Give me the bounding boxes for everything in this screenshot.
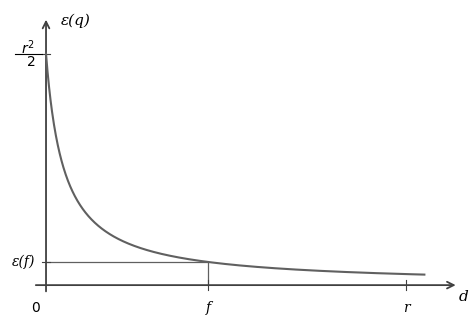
Text: f: f [206,301,211,315]
Text: d: d [458,290,468,304]
Text: $r^2$
$2$: $r^2$ $2$ [21,38,35,69]
Text: 0: 0 [31,301,40,315]
Text: ε(f): ε(f) [12,255,35,269]
Text: r: r [403,301,410,315]
Text: ε(q): ε(q) [60,14,91,29]
